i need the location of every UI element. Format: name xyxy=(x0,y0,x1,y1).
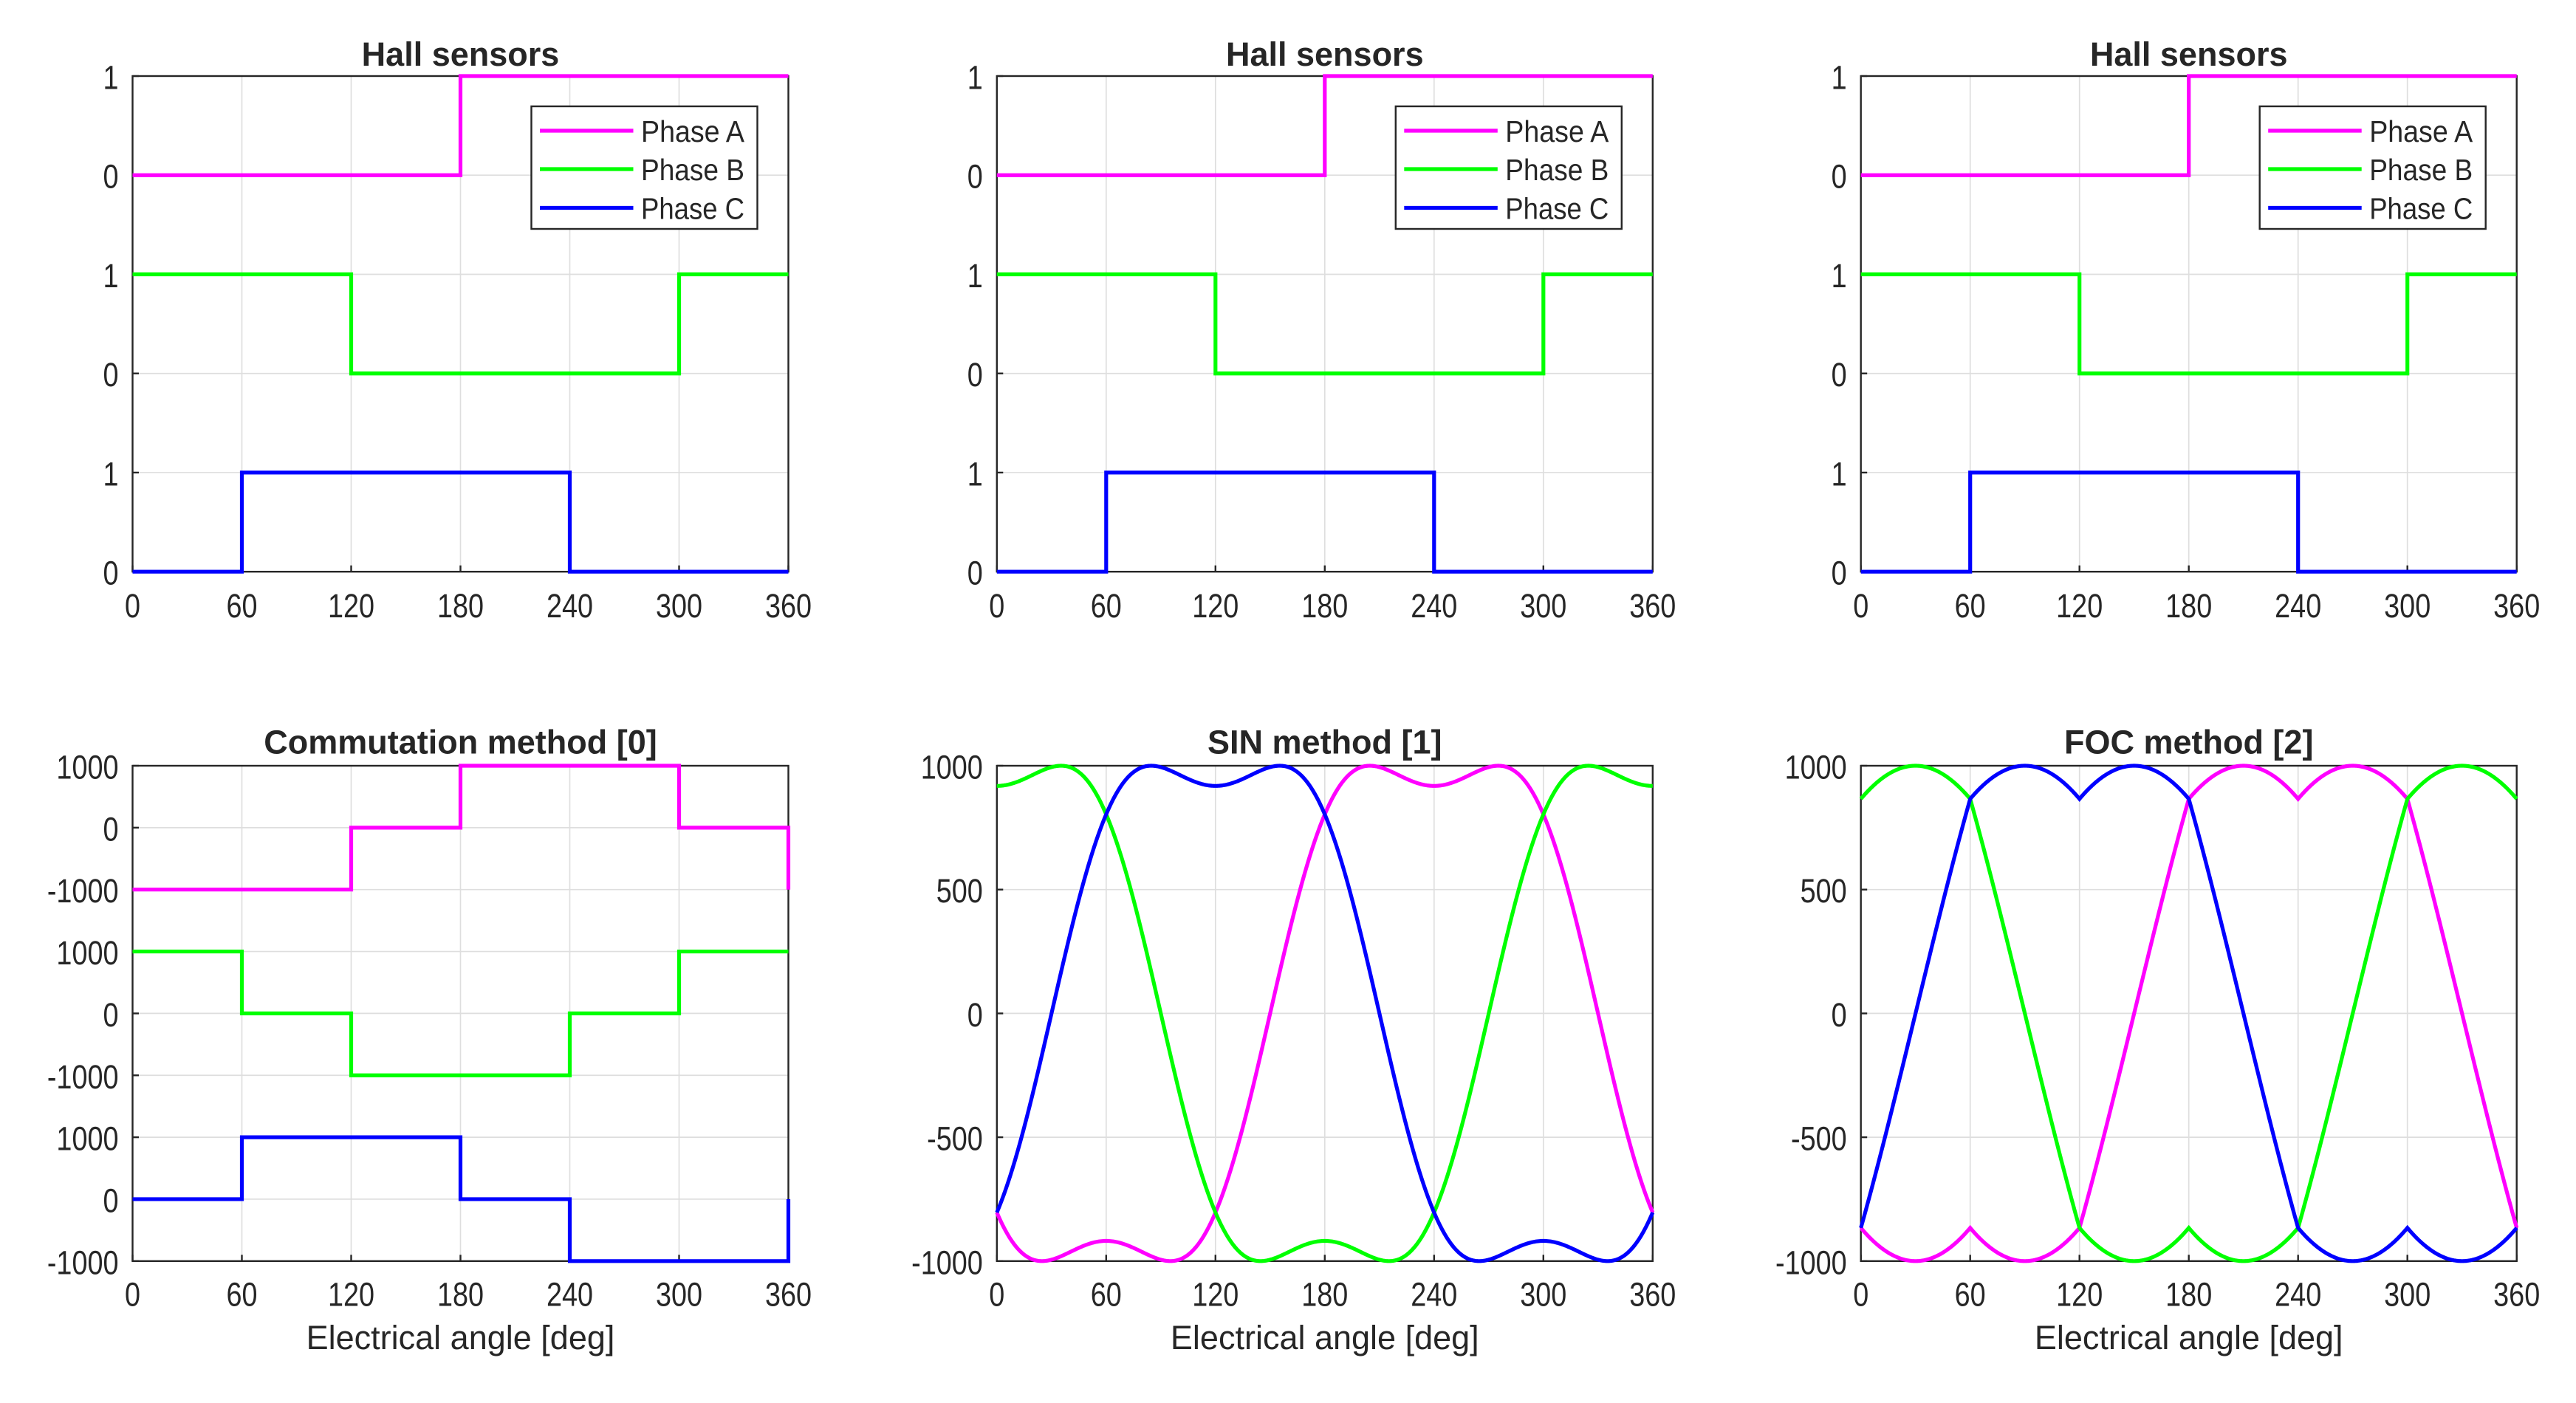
svg-text:120: 120 xyxy=(328,587,374,625)
svg-text:Hall sensors: Hall sensors xyxy=(362,35,560,73)
svg-text:Phase A: Phase A xyxy=(641,114,745,148)
svg-text:Electrical angle [deg]: Electrical angle [deg] xyxy=(306,1319,615,1356)
svg-text:1000: 1000 xyxy=(1785,749,1847,786)
svg-text:0: 0 xyxy=(967,356,983,394)
svg-text:120: 120 xyxy=(1192,1275,1239,1313)
svg-text:1: 1 xyxy=(1832,257,1847,295)
svg-text:-500: -500 xyxy=(1791,1120,1847,1158)
svg-text:Hall sensors: Hall sensors xyxy=(2090,35,2288,73)
svg-text:360: 360 xyxy=(765,1275,812,1313)
svg-text:180: 180 xyxy=(2165,587,2212,625)
svg-text:0: 0 xyxy=(1853,587,1868,625)
svg-text:180: 180 xyxy=(1301,1275,1348,1313)
svg-text:Commutation method [0]: Commutation method [0] xyxy=(264,724,657,761)
svg-text:1: 1 xyxy=(967,455,983,493)
svg-text:60: 60 xyxy=(1955,1275,1986,1313)
svg-text:0: 0 xyxy=(1832,555,1847,592)
svg-text:0: 0 xyxy=(1853,1275,1868,1313)
svg-text:-1000: -1000 xyxy=(47,872,119,910)
svg-text:240: 240 xyxy=(2275,1275,2321,1313)
svg-text:0: 0 xyxy=(103,1181,118,1219)
svg-text:0: 0 xyxy=(103,996,118,1034)
svg-text:0: 0 xyxy=(989,1275,1004,1313)
svg-text:500: 500 xyxy=(936,872,983,910)
svg-text:60: 60 xyxy=(1955,587,1986,625)
svg-text:180: 180 xyxy=(437,1275,484,1313)
svg-text:300: 300 xyxy=(656,1275,702,1313)
svg-text:120: 120 xyxy=(2056,1275,2103,1313)
svg-text:Phase B: Phase B xyxy=(2369,153,2473,187)
svg-text:240: 240 xyxy=(547,587,593,625)
svg-text:1: 1 xyxy=(1832,59,1847,97)
svg-text:240: 240 xyxy=(547,1275,593,1313)
svg-text:0: 0 xyxy=(125,587,140,625)
svg-text:0: 0 xyxy=(967,158,983,196)
svg-text:0: 0 xyxy=(989,587,1004,625)
svg-text:1000: 1000 xyxy=(921,749,983,786)
svg-text:-1000: -1000 xyxy=(1775,1244,1847,1281)
svg-text:180: 180 xyxy=(1301,587,1348,625)
svg-text:300: 300 xyxy=(2384,1275,2431,1313)
svg-text:Phase A: Phase A xyxy=(2369,114,2473,148)
svg-text:Phase B: Phase B xyxy=(641,153,744,187)
svg-text:240: 240 xyxy=(2275,587,2321,625)
svg-text:Phase A: Phase A xyxy=(1505,114,1609,148)
svg-text:1: 1 xyxy=(1832,455,1847,493)
svg-text:Phase C: Phase C xyxy=(641,192,744,226)
svg-text:Hall sensors: Hall sensors xyxy=(1226,35,1424,73)
svg-text:60: 60 xyxy=(1091,587,1122,625)
svg-text:FOC method [2]: FOC method [2] xyxy=(2064,724,2313,761)
svg-text:1000: 1000 xyxy=(56,749,118,786)
svg-text:1: 1 xyxy=(103,455,118,493)
svg-text:60: 60 xyxy=(1091,1275,1122,1313)
svg-text:1000: 1000 xyxy=(56,1120,118,1158)
svg-text:60: 60 xyxy=(226,1275,257,1313)
svg-text:1000: 1000 xyxy=(56,934,118,972)
svg-text:300: 300 xyxy=(2384,587,2431,625)
svg-text:-1000: -1000 xyxy=(911,1244,983,1281)
svg-text:180: 180 xyxy=(2165,1275,2212,1313)
svg-text:120: 120 xyxy=(328,1275,374,1313)
svg-text:0: 0 xyxy=(103,356,118,394)
svg-text:360: 360 xyxy=(2493,1275,2540,1313)
svg-text:1: 1 xyxy=(967,59,983,97)
svg-text:360: 360 xyxy=(2493,587,2540,625)
svg-text:0: 0 xyxy=(967,996,983,1034)
svg-text:240: 240 xyxy=(1411,1275,1457,1313)
svg-text:-1000: -1000 xyxy=(47,1244,119,1281)
svg-text:-1000: -1000 xyxy=(47,1058,119,1096)
svg-text:0: 0 xyxy=(1832,158,1847,196)
svg-text:Phase B: Phase B xyxy=(1505,153,1609,187)
svg-text:0: 0 xyxy=(103,810,118,848)
svg-text:360: 360 xyxy=(765,587,812,625)
svg-text:60: 60 xyxy=(226,587,257,625)
svg-text:0: 0 xyxy=(103,555,118,592)
svg-text:500: 500 xyxy=(1801,872,1847,910)
svg-text:0: 0 xyxy=(1832,356,1847,394)
svg-text:1: 1 xyxy=(967,257,983,295)
svg-text:180: 180 xyxy=(437,587,484,625)
svg-text:120: 120 xyxy=(1192,587,1239,625)
svg-text:360: 360 xyxy=(1629,587,1676,625)
svg-text:0: 0 xyxy=(103,158,118,196)
svg-text:0: 0 xyxy=(125,1275,140,1313)
svg-text:-500: -500 xyxy=(927,1120,983,1158)
svg-text:Electrical angle [deg]: Electrical angle [deg] xyxy=(2035,1319,2343,1356)
svg-text:Electrical angle [deg]: Electrical angle [deg] xyxy=(1171,1319,1479,1356)
svg-text:1: 1 xyxy=(103,59,118,97)
svg-text:360: 360 xyxy=(1629,1275,1676,1313)
svg-text:SIN method [1]: SIN method [1] xyxy=(1208,724,1442,761)
svg-text:1: 1 xyxy=(103,257,118,295)
svg-text:300: 300 xyxy=(1520,1275,1566,1313)
svg-text:240: 240 xyxy=(1411,587,1457,625)
svg-text:120: 120 xyxy=(2056,587,2103,625)
svg-text:300: 300 xyxy=(656,587,702,625)
svg-text:Phase C: Phase C xyxy=(2369,192,2473,226)
svg-text:Phase C: Phase C xyxy=(1505,192,1609,226)
svg-text:300: 300 xyxy=(1520,587,1566,625)
svg-text:0: 0 xyxy=(1832,996,1847,1034)
svg-text:0: 0 xyxy=(967,555,983,592)
